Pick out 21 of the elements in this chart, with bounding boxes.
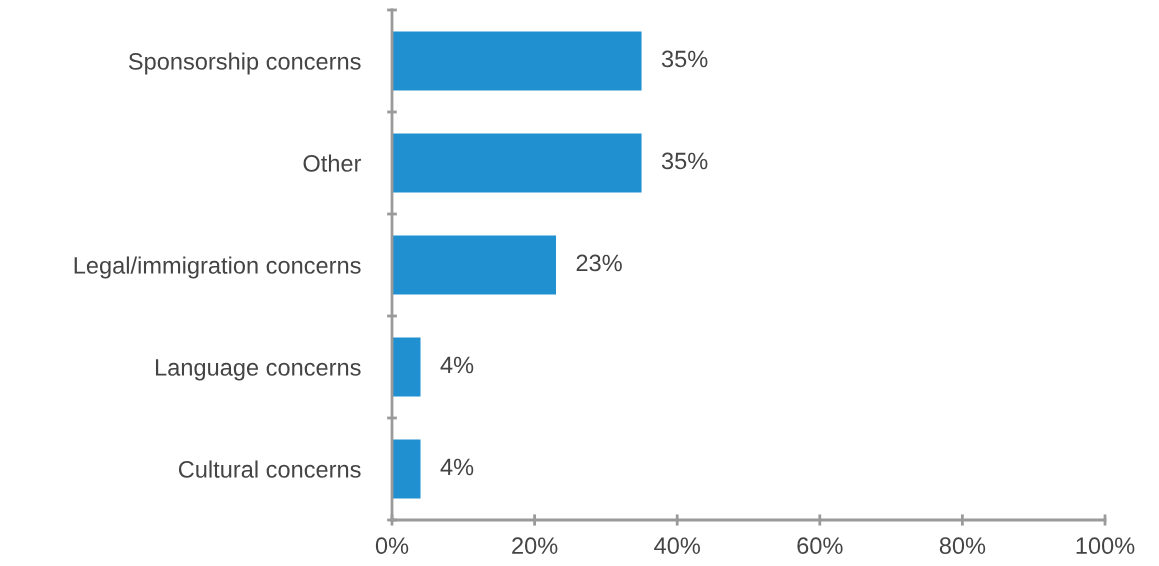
data-label: 4% [440, 356, 474, 374]
y-tick-label: Other [303, 154, 362, 172]
bar [392, 235, 556, 295]
x-tick-label: 40% [654, 537, 700, 555]
bar [392, 439, 421, 499]
x-tick-label: 60% [797, 537, 843, 555]
data-label: 23% [576, 254, 622, 272]
data-label: 35% [661, 50, 708, 68]
data-label: 35% [661, 152, 708, 170]
x-tick-label: 80% [939, 537, 986, 555]
data-label: 4% [440, 458, 474, 476]
y-tick-label: Sponsorship concerns [128, 52, 361, 75]
x-tick-label: 0% [375, 537, 409, 555]
x-tick-label: 100% [1076, 537, 1135, 555]
y-tick-label: Cultural concerns [178, 460, 361, 478]
y-tick-label: Legal/immigration concerns [74, 256, 361, 279]
bar [392, 337, 421, 397]
y-tick-label: Language concerns [155, 359, 361, 381]
x-tick-label: 20% [512, 537, 558, 555]
bar [392, 133, 642, 193]
bar [392, 31, 642, 91]
